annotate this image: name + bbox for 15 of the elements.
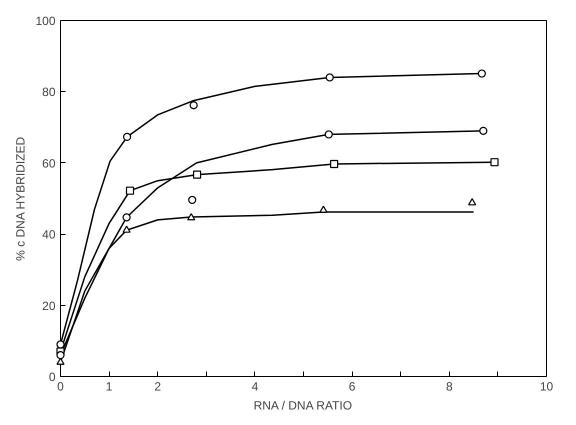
x-tick-label: 0 bbox=[57, 380, 64, 394]
x-tick-label: 8 bbox=[446, 380, 453, 394]
x-tick-label: 2 bbox=[154, 380, 162, 394]
x-tick-label: 1 bbox=[106, 380, 113, 394]
x-tick-label: 4 bbox=[252, 380, 259, 394]
y-tick-label: 20 bbox=[42, 298, 56, 313]
y-tick-label: 100 bbox=[35, 14, 56, 28]
x-tick-label: 10 bbox=[540, 380, 554, 394]
y-tick-label: 80 bbox=[42, 85, 56, 100]
x-axis-title: RNA / DNA RATIO bbox=[254, 398, 352, 412]
y-tick-label: 40 bbox=[42, 228, 56, 242]
y-axis-title: % c DNA HYBRIDIZED bbox=[13, 136, 28, 261]
x-tick-label: 6 bbox=[348, 380, 356, 394]
y-tick-label: 60 bbox=[42, 156, 56, 170]
y-tick-label: 0 bbox=[48, 370, 56, 384]
